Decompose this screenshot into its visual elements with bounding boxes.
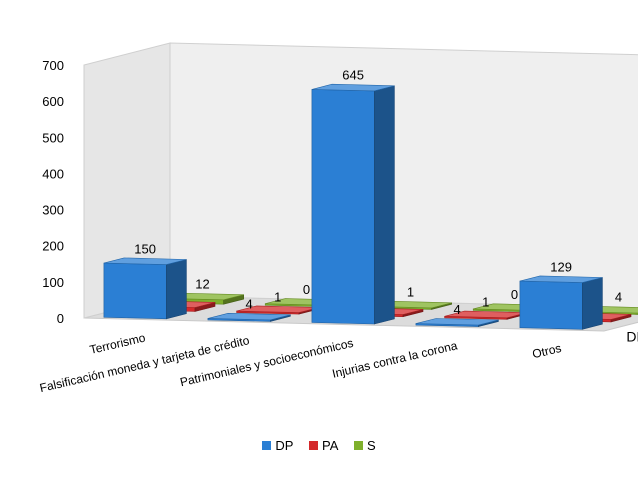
y-tick-label: 600: [42, 94, 64, 109]
y-tick-label: 400: [42, 166, 64, 181]
data-label: 645: [342, 68, 364, 83]
bar-front-face: [519, 280, 583, 330]
legend: DP PA S: [0, 436, 638, 453]
bar-pa-3: [444, 310, 528, 320]
legend-label-dp: DP: [275, 437, 294, 453]
bar-dp-4: [519, 275, 603, 330]
bar-top-face: [207, 312, 291, 321]
legend-item-dp: DP: [262, 437, 293, 453]
y-tick-label: 0: [57, 311, 64, 326]
bar-side-face: [166, 259, 187, 320]
data-label: 4: [454, 302, 461, 317]
legend-item-s: S: [354, 437, 376, 453]
data-label: 0: [511, 287, 518, 302]
legend-swatch-dp: [262, 440, 272, 450]
bar-dp-3: [415, 318, 499, 327]
data-label: 1: [407, 285, 414, 300]
y-tick-label: 100: [42, 275, 64, 290]
data-label: 129: [550, 259, 572, 274]
bar-top-face: [415, 318, 499, 326]
bar-side-face: [373, 85, 395, 325]
bar-top-face: [519, 275, 603, 283]
y-tick-label: 200: [42, 239, 64, 254]
bar-top-face: [311, 83, 395, 92]
bar-front-face: [103, 262, 167, 320]
x-tick-label: Terrorismo: [88, 331, 147, 357]
legend-swatch-pa: [309, 440, 318, 450]
x-tick-label: Otros: [531, 341, 563, 361]
data-label: 4: [615, 290, 622, 305]
legend-label-s: S: [367, 437, 376, 453]
bar-dp-1: [207, 312, 291, 322]
depth-tick-label: DP: [626, 328, 638, 344]
bar-front-face: [311, 89, 375, 325]
data-label: 0: [303, 282, 310, 297]
data-label: 12: [195, 276, 209, 291]
data-label: 1: [274, 289, 281, 304]
y-tick-label: 300: [42, 203, 64, 218]
bar-dp-2: [311, 83, 395, 325]
bar-dp-0: [103, 257, 187, 320]
y-tick-label: 700: [42, 58, 64, 73]
bar-side-face: [581, 277, 603, 330]
data-label: 4: [246, 297, 253, 312]
y-tick-label: 500: [42, 130, 64, 145]
bar-top-face: [103, 257, 187, 265]
legend-label-pa: PA: [322, 437, 339, 453]
data-label: 1: [482, 294, 489, 309]
data-label: 150: [134, 241, 156, 256]
legend-swatch-s: [354, 440, 364, 450]
legend-item-pa: PA: [309, 437, 338, 453]
